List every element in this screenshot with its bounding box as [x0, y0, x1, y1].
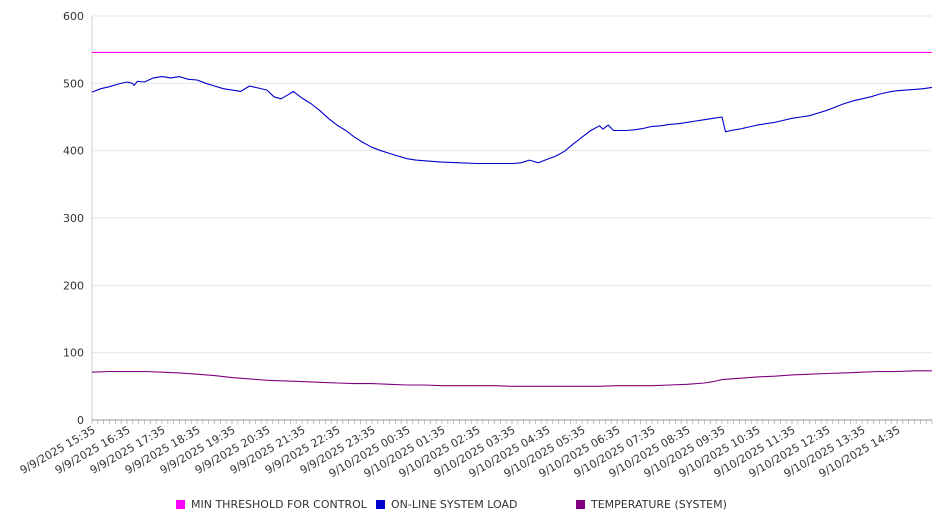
- legend-swatch-min-threshold: [176, 500, 185, 509]
- gridlines: [92, 15, 932, 354]
- legend-label-temperature: TEMPERATURE (SYSTEM): [591, 498, 727, 511]
- y-tick-label: 500: [63, 77, 84, 90]
- legend: MIN THRESHOLD FOR CONTROL ON-LINE SYSTEM…: [0, 498, 946, 514]
- y-tick-label: 300: [63, 212, 84, 225]
- legend-label-system-load: ON-LINE SYSTEM LOAD: [391, 498, 518, 511]
- series-group: [91, 51, 933, 387]
- y-tick-label: 200: [63, 279, 84, 292]
- x-axis-ticks: 9/9/2025 15:359/9/2025 16:359/9/2025 17:…: [18, 423, 903, 480]
- legend-item-temperature[interactable]: TEMPERATURE (SYSTEM): [576, 498, 727, 511]
- legend-swatch-temperature: [576, 500, 585, 509]
- series-temperature: [91, 370, 932, 387]
- axes: [91, 16, 933, 424]
- y-tick-label: 400: [63, 145, 84, 158]
- series-system-load: [91, 76, 933, 165]
- y-tick-label: 100: [63, 347, 84, 360]
- y-tick-label: 0: [77, 414, 84, 427]
- legend-label-min-threshold: MIN THRESHOLD FOR CONTROL: [191, 498, 367, 511]
- y-tick-label: 600: [63, 10, 84, 23]
- y-axis-ticks: 0 100 200 300 400 500 600: [63, 10, 84, 427]
- legend-item-min-threshold[interactable]: MIN THRESHOLD FOR CONTROL: [176, 498, 367, 511]
- legend-item-system-load[interactable]: ON-LINE SYSTEM LOAD: [376, 498, 517, 511]
- legend-swatch-system-load: [376, 500, 385, 509]
